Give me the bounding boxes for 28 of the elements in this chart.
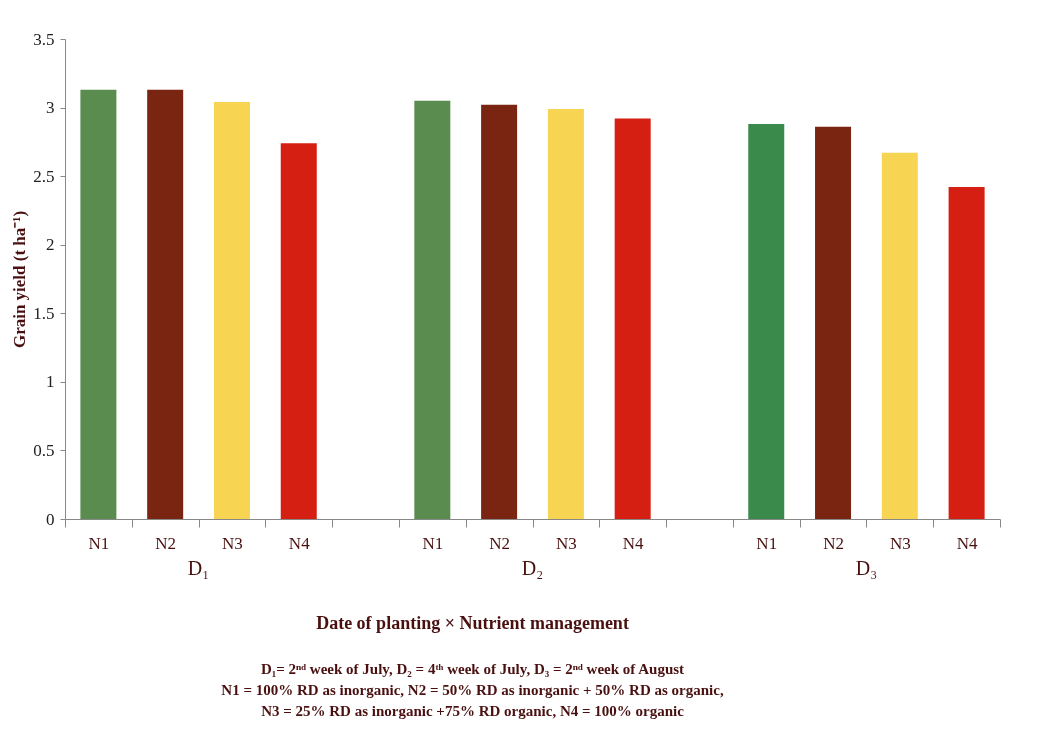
x-tick-label: N2	[155, 533, 177, 553]
y-tick-label: 1.5	[33, 303, 55, 323]
text: N3 = 25% RD as inorganic +75% RD organic, N4 = 100% organic	[261, 703, 685, 719]
text: D₂	[521, 557, 544, 579]
x-axis-title: Date of planting × Nutrient management	[316, 613, 629, 633]
text: N1 = 100% RD as inorganic, N2 = 50% RD as inorganic + 50% RD as organic,	[221, 682, 724, 698]
y-tick-label: 0	[46, 509, 55, 529]
x-tick-label: N4	[622, 533, 645, 553]
text: D₃	[855, 557, 878, 579]
x-tick-label: N3	[556, 533, 577, 553]
text: D₁	[187, 557, 210, 579]
x-tick-label: N1	[756, 533, 778, 553]
y-tick-label: 3	[46, 98, 55, 118]
x-tick-label: N1	[88, 533, 110, 553]
y-tick-label: 3.5	[33, 29, 55, 49]
x-tick-label: N3	[889, 533, 911, 553]
x-tick-label: N2	[489, 533, 510, 553]
x-tick-label: N4	[288, 533, 311, 553]
text: D₁= 2ⁿᵈ week of July, D₂ = 4ᵗʰ week of July, D₃ = 2ⁿᵈ week of August	[260, 661, 685, 677]
x-tick-label: N1	[422, 533, 444, 553]
x-tick-label: N3	[222, 533, 243, 553]
y-axis-title: Grain yield (t ha⁻¹)	[10, 210, 30, 349]
x-tick-label: N4	[956, 533, 978, 553]
y-tick-label: 1	[46, 372, 55, 392]
y-tick-label: 2	[46, 235, 55, 255]
y-tick-label: 2.5	[33, 166, 55, 186]
x-tick-label: N2	[823, 533, 844, 553]
y-tick-label: 0.5	[33, 440, 55, 460]
